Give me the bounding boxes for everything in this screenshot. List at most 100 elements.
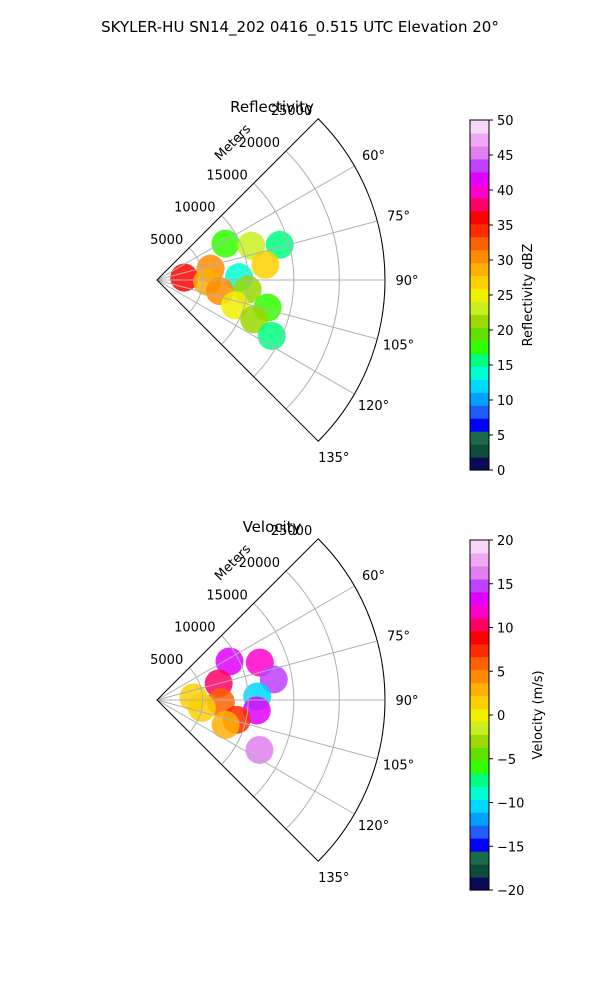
colorbar-segment: [470, 591, 489, 606]
azimuth-tick-label: 60°: [362, 569, 385, 584]
azimuth-tick-label: 90°: [395, 274, 418, 289]
colorbar-segment: [470, 851, 489, 865]
echo-field: [179, 647, 288, 764]
colorbar-tick-label: 35: [497, 219, 514, 234]
radial-tick-label: 15000: [206, 588, 247, 603]
colorbar-tick-label: −10: [497, 797, 524, 812]
colorbar-segment: [470, 210, 489, 225]
colorbar-segment: [470, 145, 489, 160]
colorbar-segment: [470, 353, 489, 367]
azimuth-spoke: [156, 279, 378, 340]
azimuth-spoke: [156, 699, 355, 815]
colorbar-segment: [470, 184, 489, 199]
colorbar-segment: [470, 158, 489, 173]
colorbar-tick-label: 5: [497, 429, 505, 444]
colorbar-segment: [470, 565, 489, 580]
radial-tick-label: 10000: [174, 201, 215, 216]
colorbar-tick-label: 15: [497, 359, 514, 374]
colorbar-segment: [470, 236, 489, 251]
colorbar-segment: [470, 314, 489, 329]
colorbar-tick-label: 20: [497, 324, 514, 339]
azimuth-tick-label: 105°: [383, 339, 414, 354]
colorbar-tick-label: −5: [497, 753, 516, 768]
colorbar-tick-label: 45: [497, 149, 514, 164]
colorbar-segment: [470, 171, 489, 186]
radial-tick-label: 20000: [239, 136, 280, 151]
azimuth-spoke: [156, 699, 378, 760]
colorbar-segment: [470, 708, 489, 723]
colorbar-tick-label: 50: [497, 114, 514, 129]
azimuth-spoke: [156, 165, 355, 281]
azimuth-tick-label: 135°: [318, 451, 349, 466]
colorbar-segment: [470, 431, 489, 445]
colorbar-segment: [470, 301, 489, 316]
colorbar-segment: [470, 132, 489, 147]
colorbar-tick-label: −20: [497, 884, 524, 899]
colorbar-segment: [470, 864, 489, 878]
colorbar-segment: [470, 552, 489, 567]
colorbar-tick-label: −15: [497, 840, 524, 855]
radial-tick-label: 10000: [174, 621, 215, 636]
colorbar-tick-label: 0: [497, 709, 505, 724]
colorbar-segment: [470, 773, 489, 787]
colorbar-segment: [470, 578, 489, 593]
panel-title: Reflectivity: [230, 98, 314, 116]
colorbar-label: Reflectivity dBZ: [521, 244, 536, 347]
radial-tick-label: 25000: [271, 104, 312, 119]
colorbar-segment: [470, 734, 489, 749]
colorbar-segment: [470, 379, 489, 393]
colorbar-segment: [470, 630, 489, 645]
colorbar-segment: [470, 540, 489, 554]
colorbar-segment: [470, 249, 489, 264]
colorbar-segment: [470, 262, 489, 277]
colorbar-segment: [470, 120, 489, 134]
colorbar-segment: [470, 643, 489, 658]
colorbar-label: Velocity (m/s): [531, 670, 546, 759]
colorbar-segment: [470, 418, 489, 432]
azimuth-tick-label: 60°: [362, 149, 385, 164]
azimuth-tick-label: 135°: [318, 871, 349, 886]
colorbar-tick-label: 0: [497, 464, 505, 479]
colorbar-segment: [470, 275, 489, 290]
azimuth-tick-label: 120°: [358, 819, 389, 834]
echo-cell: [251, 250, 280, 279]
colorbar-tick-label: 15: [497, 578, 514, 593]
azimuth-spoke: [156, 585, 355, 701]
colorbar-segment: [470, 604, 489, 619]
colorbar-segment: [470, 825, 489, 839]
colorbar-segment: [470, 877, 489, 891]
colorbar-segment: [470, 197, 489, 212]
figure-title: SKYLER-HU SN14_202 0416_0.515 UTC Elevat…: [101, 18, 499, 37]
radial-tick-label: 5000: [150, 233, 183, 248]
azimuth-tick-label: 90°: [395, 694, 418, 709]
colorbar-segment: [470, 444, 489, 458]
colorbar-tick-label: 25: [497, 289, 514, 304]
azimuth-tick-label: 105°: [383, 759, 414, 774]
colorbar-segment: [470, 223, 489, 238]
azimuth-tick-label: 75°: [387, 209, 410, 224]
colorbar-segment: [470, 747, 489, 761]
azimuth-spoke: [156, 640, 378, 701]
colorbar-segment: [470, 457, 489, 471]
colorbar-tick-label: 20: [497, 534, 514, 549]
echo-cell: [240, 305, 269, 334]
colorbar-tick-label: 40: [497, 184, 514, 199]
echo-field: [170, 229, 294, 350]
colorbar-segment: [470, 405, 489, 419]
azimuth-spoke: [156, 220, 378, 281]
colorbar-segment: [470, 288, 489, 303]
colorbar-segment: [470, 838, 489, 852]
colorbar-tick-label: 10: [497, 394, 514, 409]
colorbar-segment: [470, 340, 489, 354]
colorbar-segment: [470, 721, 489, 736]
wedge-outline: [156, 538, 386, 862]
radial-tick-label: 5000: [150, 653, 183, 668]
azimuth-tick-label: 75°: [387, 629, 410, 644]
wedge-outline: [156, 118, 386, 442]
colorbar-segment: [470, 812, 489, 826]
colorbar-segment: [470, 695, 489, 710]
azimuth-tick-label: 120°: [358, 399, 389, 414]
colorbar-segment: [470, 327, 489, 341]
